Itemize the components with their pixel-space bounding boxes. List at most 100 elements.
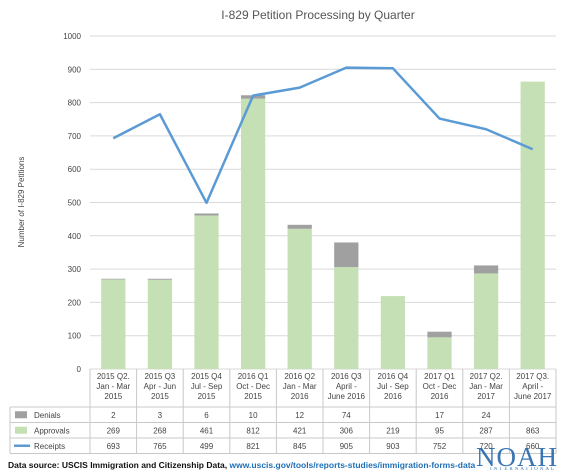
y-tick-label: 0 <box>77 365 82 374</box>
y-tick-label: 1000 <box>63 32 81 41</box>
table-cell: 287 <box>479 426 493 435</box>
bar-approvals <box>101 279 126 369</box>
x-tick-label: 2015 Q2. <box>97 372 130 381</box>
y-tick-label: 200 <box>68 298 82 307</box>
table-cell: 95 <box>435 426 444 435</box>
x-tick-label: 2015 <box>151 392 169 401</box>
bar-approvals <box>427 337 452 369</box>
noah-logo: NOAH INTERNATIONAL <box>476 442 572 473</box>
x-tick-label: Jul - Sep <box>191 382 223 391</box>
bar-approvals <box>334 267 359 369</box>
bar-denials <box>101 278 126 280</box>
chart-title: I-829 Petition Processing by Quarter <box>221 8 414 22</box>
bar-denials <box>427 331 452 338</box>
x-tick-label: 2016 <box>431 392 449 401</box>
chart: I-829 Petition Processing by Quarter Num… <box>9 8 557 454</box>
bar-denials <box>194 213 219 216</box>
table-cell: 10 <box>249 411 258 420</box>
table-cell: 765 <box>153 442 167 451</box>
table-cell: 269 <box>107 426 121 435</box>
y-axis-ticks: 0 100 200 300 400 500 600 700 800 900 1000 <box>63 32 81 374</box>
y-tick-label: 300 <box>68 265 82 274</box>
table-cell: 752 <box>433 442 447 451</box>
x-tick-label: 2015 <box>244 392 262 401</box>
legend-swatch-denials <box>15 411 27 419</box>
table-cell: 461 <box>200 426 214 435</box>
bar-denials <box>473 265 499 274</box>
bar-approvals <box>473 273 499 369</box>
table-cell: 2 <box>111 411 116 420</box>
x-tick-label: Jul - Sep <box>377 382 409 391</box>
x-tick-label: 2017 Q3. <box>516 372 549 381</box>
table-cell: 421 <box>293 426 307 435</box>
bar-denials <box>334 242 359 268</box>
table-cell: 268 <box>153 426 167 435</box>
x-tick-label: 2017 Q2. <box>470 372 503 381</box>
x-tick-label: April - <box>336 382 357 391</box>
x-tick-label: Jan - Mar <box>96 382 130 391</box>
legend-entry-approvals: Approvals <box>34 426 70 435</box>
x-tick-label: 2016 <box>384 392 402 401</box>
source-link[interactable]: www.uscis.gov/tools/reports-studies/immi… <box>229 460 476 470</box>
x-tick-label: Apr - Jun <box>144 382 176 391</box>
bar-denials <box>147 278 173 280</box>
x-tick-label: June 2016 <box>328 392 366 401</box>
x-tick-label: Oct - Dec <box>423 382 457 391</box>
table-cell: 74 <box>342 411 351 420</box>
table-cell: 720 <box>479 442 493 451</box>
table-cell: 24 <box>482 411 491 420</box>
x-tick-label: 2016 Q4 <box>378 372 409 381</box>
table-cell: 693 <box>107 442 121 451</box>
x-tick-label: 2017 <box>477 392 495 401</box>
x-tick-label: Oct - Dec <box>236 382 270 391</box>
table-cell: 17 <box>435 411 444 420</box>
x-tick-label: Jan - Mar <box>283 382 317 391</box>
bar-approvals <box>147 279 173 369</box>
x-tick-label: 2016 Q1 <box>238 372 269 381</box>
bar-denials <box>287 224 312 229</box>
x-tick-label: 2015 Q3 <box>145 372 176 381</box>
series-line-receipts <box>112 66 534 205</box>
y-tick-label: 400 <box>68 232 82 241</box>
table-cell: 821 <box>246 442 260 451</box>
bar-approvals <box>287 228 312 369</box>
bars <box>101 81 545 369</box>
source-label: Data source: USCIS Immigration and Citiz… <box>8 460 228 470</box>
table-cell: 863 <box>526 426 540 435</box>
x-tick-label: April - <box>522 382 543 391</box>
x-tick-label: 2015 <box>198 392 216 401</box>
x-tick-label: Jan - Mar <box>469 382 503 391</box>
bar-approvals <box>520 81 545 369</box>
bar-approvals <box>380 296 406 369</box>
x-tick-label: 2017 Q1 <box>424 372 455 381</box>
y-tick-label: 900 <box>68 65 82 74</box>
y-tick-label: 800 <box>68 99 82 108</box>
table-cell: 499 <box>200 442 214 451</box>
table-cell: 903 <box>386 442 400 451</box>
table-cell: 845 <box>293 442 307 451</box>
y-tick-label: 600 <box>68 165 82 174</box>
bar-approvals <box>194 215 219 369</box>
table-cell: 3 <box>158 411 163 420</box>
table-cell: 660 <box>526 442 540 451</box>
x-tick-label: 2015 <box>104 392 122 401</box>
legend-entry-receipts: Receipts <box>34 442 65 451</box>
y-tick-label: 100 <box>68 332 82 341</box>
table-cell: 306 <box>340 426 354 435</box>
x-tick-label: 2016 <box>291 392 309 401</box>
y-axis-label: Number of I-829 Petitions <box>17 157 26 248</box>
logo-word: NOAH <box>476 442 558 472</box>
receipts-line <box>112 66 534 205</box>
data-source: Data source: USCIS Immigration and Citiz… <box>8 460 475 470</box>
table-cell: 12 <box>295 411 304 420</box>
x-tick-label: 2015 Q4 <box>191 372 222 381</box>
bar-approvals <box>240 98 266 369</box>
x-tick-label: June 2017 <box>514 392 552 401</box>
logo-subtext: INTERNATIONAL <box>490 467 556 472</box>
table-cell: 219 <box>386 426 400 435</box>
x-tick-label: 2016 Q3 <box>331 372 362 381</box>
table-cell: 905 <box>340 442 354 451</box>
table-cell: 812 <box>246 426 260 435</box>
x-tick-label: 2016 Q2 <box>284 372 315 381</box>
